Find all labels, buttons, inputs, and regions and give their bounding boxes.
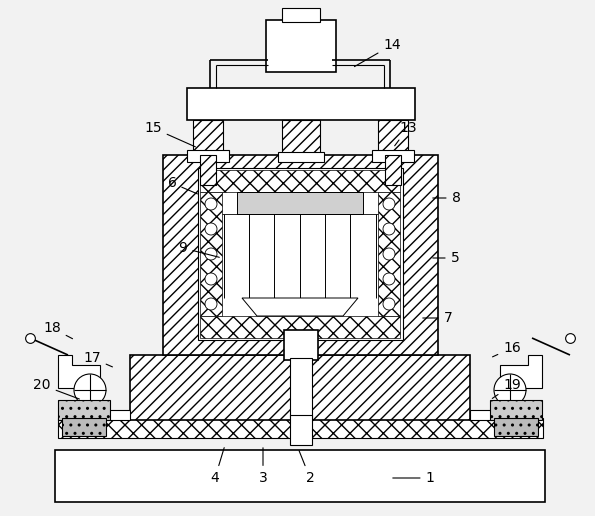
Bar [372, 150, 414, 162]
Bar [266, 20, 336, 72]
Text: 6: 6 [168, 176, 198, 194]
Text: 13: 13 [394, 121, 417, 146]
Circle shape [205, 298, 217, 310]
Bar [58, 418, 543, 438]
Bar [284, 330, 318, 360]
Bar [130, 355, 470, 420]
Bar [200, 316, 400, 338]
Polygon shape [58, 355, 130, 420]
Circle shape [383, 198, 395, 210]
Bar [58, 400, 110, 420]
Bar [187, 88, 415, 120]
Bar [200, 170, 400, 192]
Polygon shape [242, 298, 358, 316]
Text: 18: 18 [43, 321, 73, 338]
Bar [62, 418, 106, 436]
Bar [55, 450, 545, 502]
Bar [290, 358, 312, 418]
Bar [200, 155, 216, 185]
Bar [163, 155, 438, 355]
Bar [385, 155, 401, 185]
Text: 9: 9 [178, 241, 220, 257]
Text: 19: 19 [492, 378, 521, 398]
Bar [237, 192, 363, 214]
Text: 7: 7 [423, 311, 452, 325]
Circle shape [383, 223, 395, 235]
Text: 17: 17 [83, 351, 112, 367]
Circle shape [383, 298, 395, 310]
Bar [282, 8, 320, 22]
Circle shape [205, 223, 217, 235]
Bar [378, 120, 408, 155]
Circle shape [205, 198, 217, 210]
Bar [200, 192, 222, 316]
Circle shape [383, 273, 395, 285]
Text: 1: 1 [393, 471, 434, 485]
Text: 14: 14 [355, 38, 401, 67]
Circle shape [205, 273, 217, 285]
Text: 3: 3 [259, 448, 267, 485]
Text: 5: 5 [433, 251, 459, 265]
Bar [282, 120, 320, 155]
Text: 8: 8 [433, 191, 461, 205]
Circle shape [494, 374, 526, 406]
Text: 2: 2 [299, 450, 314, 485]
Bar [198, 168, 403, 340]
Bar [494, 418, 538, 436]
Text: 20: 20 [33, 378, 79, 399]
Circle shape [205, 248, 217, 260]
Circle shape [74, 374, 106, 406]
Bar [378, 192, 400, 316]
Bar [278, 152, 324, 162]
Text: 4: 4 [211, 448, 224, 485]
Circle shape [383, 248, 395, 260]
Text: 15: 15 [144, 121, 196, 147]
Text: 16: 16 [493, 341, 521, 357]
Bar [490, 400, 542, 420]
Bar [290, 415, 312, 445]
Bar [193, 120, 223, 155]
Polygon shape [470, 355, 542, 420]
Bar [187, 150, 229, 162]
